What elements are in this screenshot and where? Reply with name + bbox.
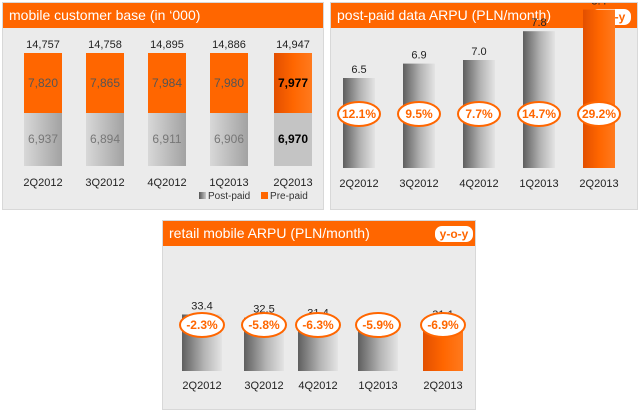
prepaid-bar <box>210 53 248 113</box>
postpaid-bar <box>86 113 124 166</box>
arpu-value-label: 6.5 <box>351 64 366 76</box>
yoy-ellipse <box>577 101 621 127</box>
yoy-ellipse <box>179 312 225 338</box>
x-tick-label: 3Q2012 <box>244 380 283 392</box>
postpaid-value-label: 6,937 <box>28 132 58 146</box>
prepaid-bar <box>24 53 62 113</box>
x-tick-label: 2Q2013 <box>273 177 312 189</box>
legend-swatch-postpaid <box>199 192 206 199</box>
yoy-value-label: 14.7% <box>522 107 556 121</box>
x-tick-label: 4Q2012 <box>147 177 186 189</box>
customer-base-panel: mobile customer base (in ‘000) 6,937 7,82… <box>2 2 324 210</box>
legend-label-prepaid: Pre-paid <box>270 191 308 202</box>
retail-arpu-title: retail mobile ARPU (PLN/month) <box>163 221 475 246</box>
arpu-value-label: 8.4 <box>591 3 606 8</box>
x-tick-label: 4Q2012 <box>459 178 498 190</box>
retail-arpu-chart: 33.4-2.3%2Q201232.5-5.8%3Q201231.4-6.3%4… <box>179 300 466 392</box>
yoy-value-label: -2.3% <box>186 318 218 332</box>
postpaid-bar <box>274 113 312 166</box>
x-tick-label: 2Q2012 <box>182 380 221 392</box>
yoy-value-label: -6.9% <box>427 318 459 332</box>
yoy-ellipse <box>517 101 561 127</box>
legend-swatch-prepaid <box>261 192 269 199</box>
x-tick-label: 1Q2013 <box>358 380 397 392</box>
prepaid-value-label: 7,980 <box>214 76 244 90</box>
customer-base-legend: Post-paid Pre-paid <box>199 191 308 202</box>
postpaid-value-label: 6,894 <box>90 132 120 146</box>
yoy-value-label: -5.8% <box>248 318 280 332</box>
yoy-value-label: 7.7% <box>465 107 493 121</box>
postpaid-arpu-panel: post-paid data ARPU (PLN/month) y-o-y 6.… <box>330 2 638 210</box>
prepaid-value-label: 7,984 <box>152 76 182 90</box>
yoy-ellipse <box>241 312 287 338</box>
postpaid-arpu-chart: 6.5 12.1% 2Q2012 6.9 9.5% 3Q2012 7.0 7.7% 4Q2012… <box>337 3 621 190</box>
postpaid-bar <box>148 113 186 166</box>
postpaid-value-label: 6,906 <box>214 132 244 146</box>
yoy-ellipse <box>355 312 401 338</box>
x-tick-label: 2Q2012 <box>23 177 62 189</box>
prepaid-bar <box>274 53 312 113</box>
x-tick-label: 2Q2013 <box>423 380 462 392</box>
total-value-label: 14,886 <box>212 39 246 51</box>
x-tick-label: 3Q2012 <box>399 178 438 190</box>
arpu-bar <box>583 9 615 168</box>
yoy-ellipse <box>420 312 466 338</box>
x-tick-label: 2Q2012 <box>339 178 378 190</box>
x-tick-label: 3Q2012 <box>85 177 124 189</box>
total-value-label: 14,757 <box>26 39 60 51</box>
yoy-ellipse <box>457 101 501 127</box>
retail-yoy-badge: y-o-y <box>433 224 475 244</box>
legend-label-postpaid: Post-paid <box>208 191 251 202</box>
yoy-value-label: 12.1% <box>342 107 376 121</box>
x-tick-label: 1Q2013 <box>209 177 248 189</box>
yoy-value-label: 9.5% <box>405 107 433 121</box>
yoy-value-label: 29.2% <box>582 107 616 121</box>
x-tick-label: 2Q2013 <box>579 178 618 190</box>
yoy-ellipse <box>397 101 441 127</box>
arpu-value-label: 7.8 <box>531 17 546 29</box>
arpu-value-label: 6.9 <box>411 50 426 62</box>
x-tick-label: 4Q2012 <box>298 380 337 392</box>
prepaid-value-label: 7,820 <box>28 76 58 90</box>
yoy-value-label: -6.3% <box>302 318 334 332</box>
total-value-label: 14,895 <box>150 39 184 51</box>
postpaid-bar <box>24 113 62 166</box>
arpu-bar <box>523 31 555 169</box>
arpu-value-label: 7.0 <box>471 46 486 58</box>
postpaid-value-label: 6,911 <box>152 132 181 146</box>
yoy-ellipse <box>295 312 341 338</box>
total-value-label: 14,947 <box>276 39 310 51</box>
postpaid-bar <box>210 113 248 166</box>
yoy-value-label: -5.9% <box>362 318 394 332</box>
postpaid-value-label: 6,970 <box>278 132 308 146</box>
yoy-ellipse <box>337 101 381 127</box>
prepaid-bar <box>148 53 186 113</box>
customer-base-chart: 6,937 7,820 14,757 2Q2012 6,894 7,865 14,758 3Q… <box>23 39 312 189</box>
prepaid-value-label: 7,977 <box>278 76 308 90</box>
prepaid-value-label: 7,865 <box>90 76 120 90</box>
total-value-label: 14,758 <box>88 39 122 51</box>
arpu-value-label: 33.4 <box>191 300 212 312</box>
x-tick-label: 1Q2013 <box>519 178 558 190</box>
customer-base-title: mobile customer base (in ‘000) <box>3 3 323 28</box>
retail-arpu-panel: retail mobile ARPU (PLN/month) y-o-y 33.… <box>162 220 476 410</box>
prepaid-bar <box>86 53 124 113</box>
